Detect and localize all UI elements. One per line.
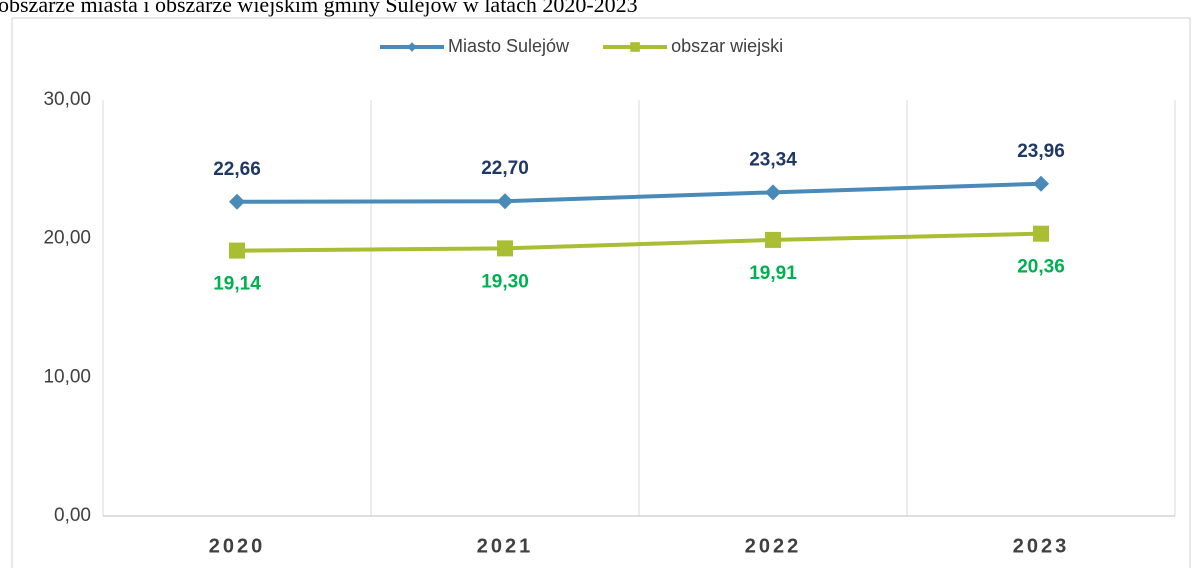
series-line — [236, 181, 1042, 204]
data-point — [497, 240, 513, 257]
data-point — [229, 193, 245, 210]
data-label: 19,30 — [481, 271, 529, 292]
x-tick-label: 2021 — [477, 535, 534, 557]
data-point — [1033, 175, 1049, 192]
data-point — [765, 231, 781, 248]
data-label: 22,66 — [213, 159, 261, 180]
y-tick-label: 10,00 — [43, 366, 91, 387]
chart-frame — [11, 17, 1191, 568]
x-tick-label: 2023 — [1013, 535, 1070, 557]
data-point — [1033, 225, 1049, 242]
data-label: 19,14 — [213, 274, 261, 295]
data-label: 23,96 — [1017, 141, 1065, 162]
legend-label: Miasto Sulejów — [448, 36, 570, 56]
legend-label: obszar wiejski — [671, 36, 783, 56]
data-label: 20,36 — [1017, 257, 1065, 278]
data-point — [765, 184, 781, 201]
x-tick-label: 2020 — [209, 535, 266, 557]
data-point — [630, 42, 640, 52]
series-line — [236, 231, 1042, 253]
data-point — [497, 193, 513, 210]
y-tick-label: 0,00 — [54, 505, 91, 526]
data-point — [407, 42, 417, 52]
data-label: 22,70 — [481, 158, 529, 179]
data-point — [229, 242, 245, 259]
data-label: 19,91 — [749, 263, 797, 284]
x-tick-label: 2022 — [745, 535, 802, 557]
y-tick-label: 20,00 — [43, 228, 91, 249]
y-tick-label: 30,00 — [43, 89, 91, 110]
data-label: 23,34 — [749, 149, 797, 170]
chart-title: obszarze miasta i obszarze wiejskim gmin… — [0, 0, 638, 17]
